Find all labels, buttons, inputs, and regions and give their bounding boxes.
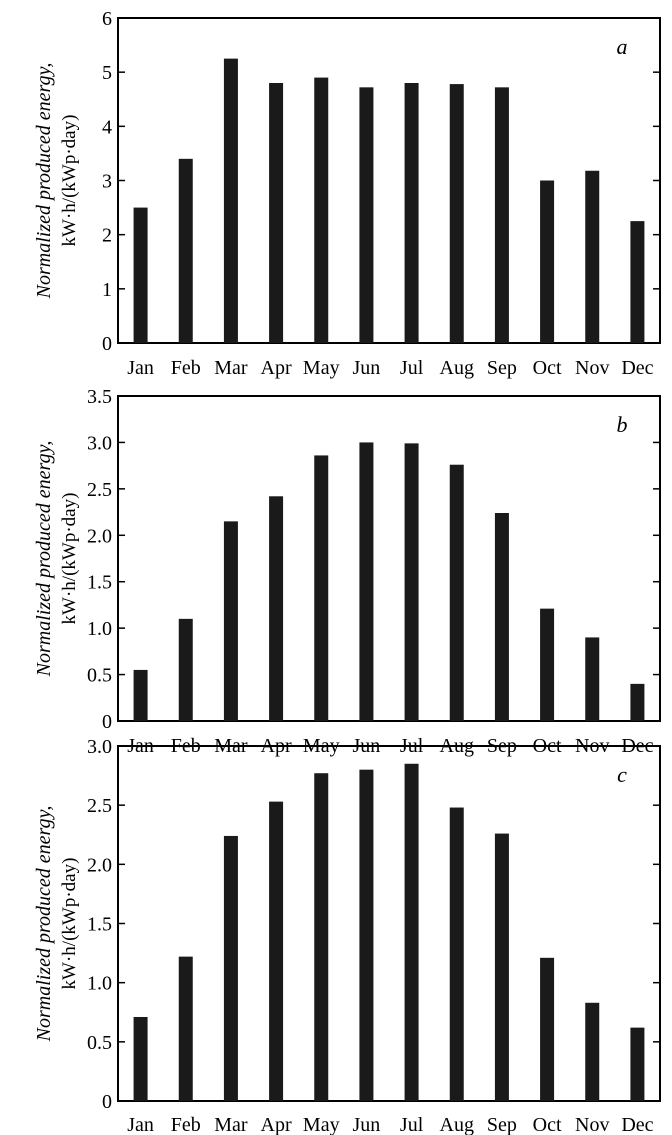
bar-feb — [178, 956, 193, 1101]
y-tick-label: 5 — [102, 62, 112, 84]
bar-apr — [269, 801, 284, 1101]
bar-aug — [449, 807, 464, 1101]
x-tick-label: Jun — [353, 357, 381, 379]
bar-jul — [404, 763, 419, 1101]
bar-dec — [630, 1027, 645, 1101]
bar-dec — [630, 683, 645, 721]
bar-jul — [404, 83, 419, 343]
y-tick-label: 3 — [102, 171, 112, 193]
y-tick-label: 1.5 — [87, 572, 112, 594]
x-tick-label: Apr — [261, 1114, 292, 1135]
x-tick-label: Jan — [127, 357, 154, 379]
bar-jun — [359, 442, 374, 721]
bar-may — [314, 773, 329, 1101]
bar-mar — [223, 521, 238, 721]
plot-frame — [117, 745, 661, 1102]
x-tick-label: Nov — [575, 1114, 609, 1135]
x-tick-label: Aug — [440, 357, 474, 379]
bar-aug — [449, 464, 464, 721]
y-tick-label: 0 — [102, 333, 112, 355]
plot-frame — [117, 17, 661, 344]
x-tick-label: May — [303, 357, 340, 379]
y-tick-label: 2.5 — [87, 479, 112, 501]
bar-jun — [359, 769, 374, 1101]
bar-nov — [585, 1002, 600, 1101]
x-tick-label: Jun — [353, 1114, 381, 1135]
y-tick-label: 2.0 — [87, 854, 112, 876]
x-tick-label: Dec — [621, 1114, 653, 1135]
x-tick-label: Feb — [171, 1114, 201, 1135]
y-tick-label: 1.0 — [87, 973, 112, 995]
x-tick-label: Sep — [487, 1114, 517, 1135]
bar-mar — [223, 58, 238, 343]
y-tick-label: 2.5 — [87, 795, 112, 817]
chart-panel-c: 0 0.5 1.0 1.5 2.0 2.5 3.0 Jan Feb Mar Apr May Jun Jul… — [33, 736, 661, 1135]
panel-label: a — [617, 34, 628, 59]
bar-nov — [585, 170, 600, 343]
y-tick-label: 0 — [102, 711, 112, 733]
y-tick-label: 3.0 — [87, 736, 112, 758]
y-tick-label: 1.0 — [87, 618, 112, 640]
y-axis-label-line1: Normalized produced energy, — [33, 63, 55, 300]
bar-oct — [540, 180, 555, 343]
y-tick-label: 6 — [102, 8, 112, 30]
bar-sep — [494, 833, 509, 1101]
x-tick-label: May — [303, 1114, 340, 1135]
bar-apr — [269, 83, 284, 343]
panel-label: c — [617, 762, 627, 787]
y-tick-label: 0 — [102, 1091, 112, 1113]
x-tick-label: Oct — [533, 357, 562, 379]
y-tick-label: 1.5 — [87, 914, 112, 936]
x-tick-label: Mar — [214, 1114, 248, 1135]
bar-oct — [540, 608, 555, 721]
bar-jan — [133, 207, 148, 343]
y-axis-label-line2: kW·h/(kWp·day) — [59, 493, 80, 625]
y-axis-label-line1: Normalized produced energy, — [33, 441, 55, 678]
x-tick-label: Oct — [533, 1114, 562, 1135]
y-tick-label: 0.5 — [87, 665, 112, 687]
x-tick-label: Mar — [214, 357, 248, 379]
y-tick-label: 3.5 — [87, 386, 112, 408]
y-tick-label: 1 — [102, 279, 112, 301]
panel-label: b — [617, 412, 628, 437]
bar-apr — [269, 496, 284, 721]
y-tick-label: 4 — [102, 116, 112, 138]
x-tick-label: Nov — [575, 357, 609, 379]
bar-jul — [404, 443, 419, 721]
bar-sep — [494, 513, 509, 721]
bar-aug — [449, 84, 464, 343]
bar-jan — [133, 669, 148, 721]
x-tick-label: Sep — [487, 357, 517, 379]
y-tick-label: 0.5 — [87, 1032, 112, 1054]
y-axis-label-line2: kW·h/(kWp·day) — [59, 858, 80, 990]
y-tick-label: 2 — [102, 225, 112, 247]
bar-mar — [223, 835, 238, 1101]
y-tick-label: 2.0 — [87, 525, 112, 547]
x-tick-label: Dec — [621, 357, 653, 379]
y-axis-label-line2: kW·h/(kWp·day) — [59, 115, 80, 247]
bar-dec — [630, 221, 645, 343]
plot-frame — [117, 395, 661, 722]
x-tick-label: Jul — [400, 1114, 424, 1135]
chart-panel-a: 0 1 2 3 4 5 6 Jan Feb Mar Apr May Jun Jul Aug Sep Oct Nov… — [33, 8, 661, 379]
bar-sep — [494, 87, 509, 343]
bar-feb — [178, 158, 193, 343]
bar-may — [314, 77, 329, 343]
bar-jun — [359, 87, 374, 343]
bar-nov — [585, 637, 600, 721]
x-tick-label: Aug — [440, 1114, 474, 1135]
bar-oct — [540, 957, 555, 1101]
bar-jan — [133, 1016, 148, 1101]
y-tick-label: 3.0 — [87, 432, 112, 454]
x-tick-label: Apr — [261, 357, 292, 379]
x-tick-label: Jan — [127, 1114, 154, 1135]
y-axis-label-line1: Normalized produced energy, — [33, 806, 55, 1043]
bar-may — [314, 455, 329, 721]
bar-feb — [178, 618, 193, 721]
x-tick-label: Feb — [171, 357, 201, 379]
x-tick-label: Jul — [400, 357, 424, 379]
